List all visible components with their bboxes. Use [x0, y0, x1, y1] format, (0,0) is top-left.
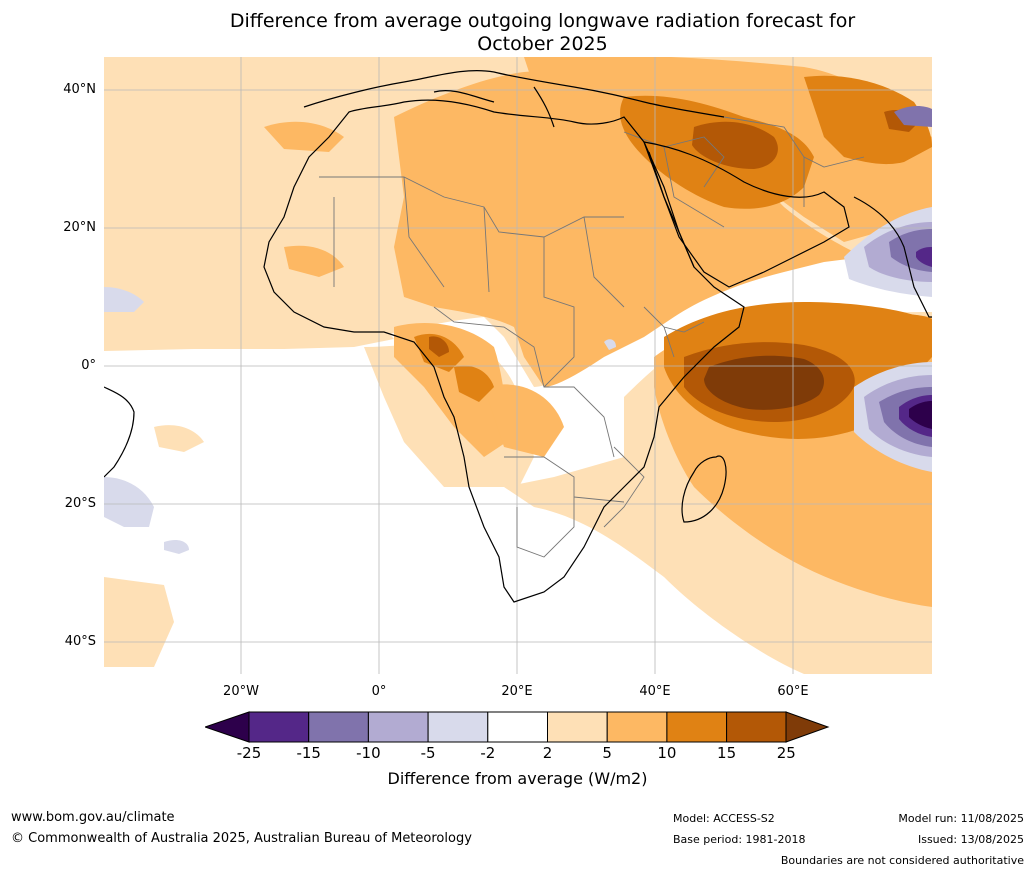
- colorbar-cell: [726, 711, 787, 743]
- arabia-coastline: [643, 141, 850, 288]
- coastlines: [104, 70, 932, 603]
- lat-tick-40s: 40°S: [64, 634, 96, 649]
- colorbar-cell: [487, 711, 548, 743]
- lat-tick-40n: 40°N: [63, 82, 96, 97]
- mediterranean-north: [433, 86, 555, 128]
- colorbar-cell: [547, 711, 608, 743]
- colorbar-tick-label: -15: [296, 744, 321, 762]
- colorbar-tick-label: 10: [657, 744, 677, 762]
- lat-tick-20s: 20°S: [64, 496, 96, 511]
- lon-tick-20e: 20°E: [501, 684, 533, 699]
- india-coastline: [853, 196, 932, 318]
- lat-tick-equator: 0°: [81, 358, 96, 373]
- south-america-edge: [104, 386, 135, 478]
- graticule: [104, 57, 932, 674]
- footer-website: www.bom.gov.au/climate: [11, 810, 175, 825]
- colorbar: [205, 711, 830, 743]
- anomaly-band-above-25: [704, 355, 824, 410]
- colorbar-tick-label: 25: [776, 744, 796, 762]
- colorbar-tick-label: -5: [420, 744, 436, 762]
- olr-anomaly-map: [104, 57, 932, 674]
- madagascar-coastline: [681, 455, 727, 523]
- colorbar-title: Difference from average (W/m2): [387, 769, 648, 788]
- colorbar-cell: [666, 711, 728, 743]
- colorbar-cell: [308, 711, 369, 743]
- red-sea-west: [648, 151, 695, 268]
- colorbar-cell: [367, 711, 429, 743]
- colorbar-extend-high: [785, 711, 830, 743]
- footer-disclaimer: Boundaries are not considered authoritat…: [780, 854, 1024, 867]
- colorbar-tick-label: -25: [236, 744, 262, 762]
- colorbar-tick-label: 15: [717, 744, 737, 762]
- colorbar-tick-label: 2: [542, 744, 553, 762]
- map-title: Difference from average outgoing longwav…: [0, 10, 1035, 56]
- footer-copyright: © Commonwealth of Australia 2025, Austra…: [11, 831, 472, 846]
- colorbar-cell: [606, 711, 668, 743]
- lon-tick-40e: 40°E: [639, 684, 671, 699]
- footer-model-run: Model run: 11/08/2025: [898, 812, 1024, 825]
- colorbar-tick-label: -2: [480, 744, 496, 762]
- europe-coastline: [303, 70, 725, 118]
- footer-issued: Issued: 13/08/2025: [917, 833, 1024, 846]
- colorbar-cell: [248, 711, 310, 743]
- title-line-2: October 2025: [477, 33, 608, 55]
- colorbar-cell: [427, 711, 489, 743]
- colorbar-tick-label: -10: [356, 744, 381, 762]
- anomaly-band-below--25: [909, 401, 932, 429]
- lat-tick-20n: 20°N: [63, 220, 96, 235]
- map-canvas: [104, 57, 932, 674]
- lon-tick-0: 0°: [371, 684, 387, 699]
- lon-tick-20w: 20°W: [223, 684, 259, 699]
- footer-base-period: Base period: 1981-2018: [673, 833, 806, 846]
- lon-tick-60e: 60°E: [777, 684, 809, 699]
- colorbar-extend-low: [205, 711, 250, 743]
- colorbar-tick-label: 5: [602, 744, 612, 762]
- africa-coastline: [263, 99, 745, 603]
- footer-model: Model: ACCESS-S2: [673, 812, 775, 825]
- colorbar-cells: [248, 711, 787, 743]
- title-line-1: Difference from average outgoing longwav…: [229, 10, 856, 32]
